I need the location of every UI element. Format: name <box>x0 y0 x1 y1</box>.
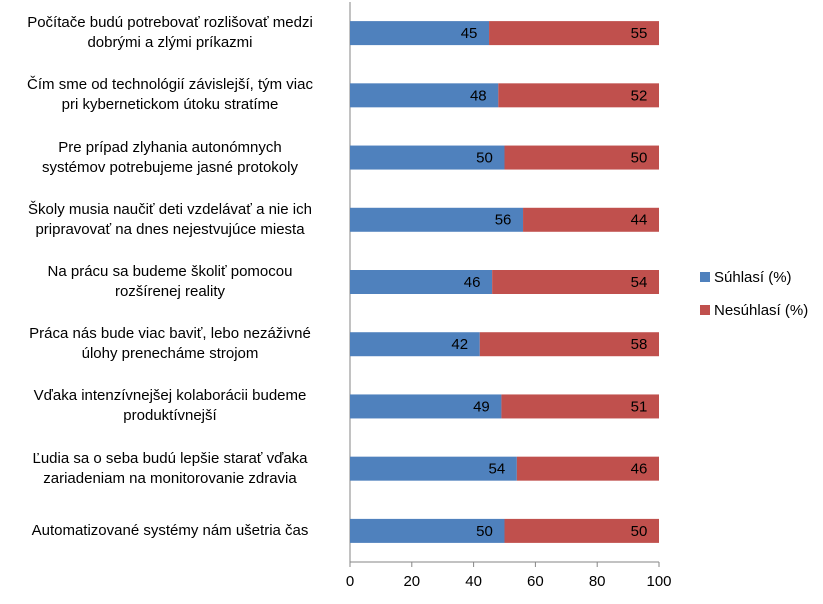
category-label: Práca nás bude viac baviť, lebo nezáživn… <box>29 325 311 363</box>
bar-segment <box>350 207 524 232</box>
legend-label: Súhlasí (%) <box>714 269 792 286</box>
category-label: Pre prípad zlyhania autonómnych systémov… <box>42 138 298 176</box>
bar-segment <box>350 21 490 46</box>
legend-swatch <box>700 305 710 315</box>
value-label: 50 <box>631 150 648 167</box>
value-label: 52 <box>631 87 648 104</box>
value-label: 55 <box>631 25 648 42</box>
bar-segment <box>350 332 480 357</box>
bar-segment <box>479 332 659 357</box>
value-label: 42 <box>451 336 468 353</box>
bar-segment <box>516 456 659 481</box>
x-tick-label: 40 <box>465 573 482 590</box>
value-label: 54 <box>631 274 648 291</box>
category-label: Vďaka intenzívnejšej kolaborácii budeme … <box>33 387 307 425</box>
value-label: 49 <box>473 398 490 415</box>
legend-label: Nesúhlasí (%) <box>714 302 808 319</box>
legend-swatch <box>700 272 710 282</box>
value-label: 58 <box>631 336 648 353</box>
value-label: 46 <box>631 461 648 478</box>
bar-segment <box>501 394 659 419</box>
bar-segment <box>504 518 659 543</box>
bar-segment <box>350 394 502 419</box>
bar-segment <box>350 145 505 170</box>
bar-segment <box>350 83 499 108</box>
bar-segment <box>350 518 505 543</box>
x-tick-label: 80 <box>589 573 606 590</box>
x-tick-label: 100 <box>646 573 671 590</box>
category-label: Čím sme od technológií závislejší, tým v… <box>27 76 313 114</box>
value-label: 56 <box>495 212 512 229</box>
category-label: Školy musia naučiť deti vzdelávať a nie … <box>28 200 312 238</box>
category-label: Automatizované systémy nám ušetria čas <box>31 521 309 539</box>
value-label: 44 <box>631 212 648 229</box>
value-label: 50 <box>476 523 493 540</box>
bar-segment <box>498 83 659 108</box>
bar-segment <box>350 456 517 481</box>
bar-segment <box>350 270 493 294</box>
x-tick-label: 60 <box>527 573 544 590</box>
value-label: 54 <box>489 461 506 478</box>
value-label: 50 <box>476 150 493 167</box>
value-label: 46 <box>464 274 481 291</box>
bar-segment <box>504 145 659 170</box>
category-label: Na prácu sa budeme školiť pomocou rozšír… <box>47 263 293 300</box>
bar-segment <box>492 270 659 294</box>
category-label: Ľudia sa o seba budú lepšie starať vďaka… <box>32 449 308 487</box>
bar-segment <box>489 21 659 46</box>
bar-segment <box>523 207 659 232</box>
x-tick-label: 20 <box>403 573 420 590</box>
x-tick-label: 0 <box>346 573 354 590</box>
value-label: 50 <box>631 523 648 540</box>
value-label: 51 <box>631 398 648 415</box>
category-label: Počítače budú potrebovať rozlišovať medz… <box>27 14 313 52</box>
value-label: 48 <box>470 87 487 104</box>
value-label: 45 <box>461 25 478 42</box>
